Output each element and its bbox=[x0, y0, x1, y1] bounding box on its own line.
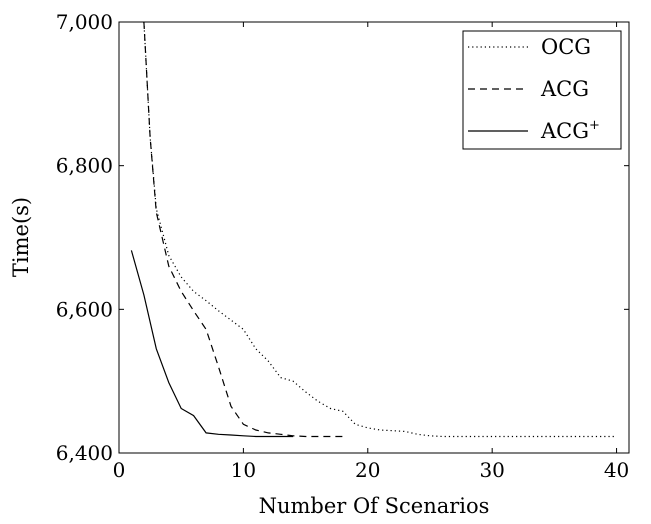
y-tick-labels: 6,400 6,600 6,800 7,000 bbox=[56, 10, 113, 465]
legend-label-acg-plus-base: ACG bbox=[540, 119, 589, 143]
legend-label-acg: ACG bbox=[540, 77, 589, 101]
tick-marks bbox=[118, 21, 629, 454]
y-tick-label: 7,000 bbox=[56, 10, 113, 34]
plot-frame bbox=[118, 21, 630, 454]
series-line-ocg bbox=[143, 21, 617, 438]
series-line-acg bbox=[143, 21, 343, 438]
x-tick-label: 20 bbox=[355, 458, 380, 482]
x-tick-label: 0 bbox=[113, 458, 126, 482]
series-lines bbox=[130, 21, 617, 438]
legend-label-acg-plus: ACG+ bbox=[540, 118, 600, 143]
series-line-acg-plus bbox=[130, 250, 294, 438]
legend-label-ocg: OCG bbox=[541, 35, 591, 59]
x-tick-label: 30 bbox=[479, 458, 504, 482]
y-tick-label: 6,600 bbox=[56, 297, 113, 321]
legend-label-acg-plus-sup: + bbox=[589, 118, 600, 133]
y-tick-label: 6,800 bbox=[56, 154, 113, 178]
x-tick-label: 10 bbox=[231, 458, 256, 482]
legend-box bbox=[462, 30, 622, 150]
legend: OCG ACG ACG+ bbox=[462, 30, 622, 150]
y-axis-title: Time(s) bbox=[9, 197, 33, 277]
x-tick-label: 40 bbox=[604, 458, 629, 482]
x-tick-labels: 0 10 20 30 40 bbox=[113, 458, 630, 482]
y-tick-label: 6,400 bbox=[56, 441, 113, 465]
x-axis-title: Number Of Scenarios bbox=[259, 494, 490, 518]
